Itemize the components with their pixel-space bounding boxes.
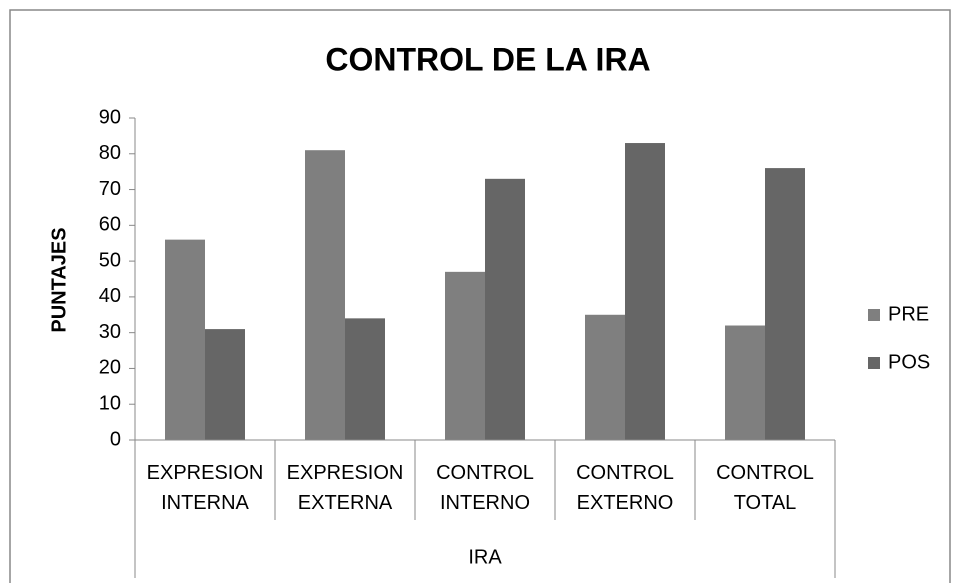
y-axis-label: PUNTAJES bbox=[48, 227, 70, 332]
x-axis-label: IRA bbox=[468, 546, 502, 568]
y-tick-label: 80 bbox=[99, 142, 121, 164]
bar bbox=[305, 150, 345, 440]
y-tick-label: 60 bbox=[99, 214, 121, 236]
bar bbox=[765, 168, 805, 441]
bar bbox=[585, 314, 625, 440]
bar bbox=[485, 178, 525, 441]
bar bbox=[205, 329, 245, 440]
y-tick-label: 90 bbox=[99, 106, 121, 128]
bar bbox=[165, 239, 205, 440]
bar bbox=[445, 271, 485, 440]
y-tick-label: 10 bbox=[99, 393, 121, 415]
chart-border bbox=[9, 9, 951, 583]
x-tick-label: EXPRESION EXTERNA bbox=[286, 462, 404, 514]
x-tick-label: CONTROL TOTAL bbox=[716, 462, 814, 514]
y-tick-label: 40 bbox=[99, 285, 121, 307]
y-tick-label: 20 bbox=[99, 357, 121, 379]
y-tick-label: 30 bbox=[99, 321, 121, 343]
x-tick-label: EXPRESION INTERNA bbox=[146, 462, 264, 514]
bar bbox=[625, 143, 665, 441]
legend-label: POS bbox=[888, 351, 930, 373]
y-tick-label: 0 bbox=[110, 428, 121, 450]
y-tick-label: 50 bbox=[99, 249, 121, 271]
legend-label: PRE bbox=[888, 303, 929, 325]
chart-title: CONTROL DE LA IRA bbox=[325, 41, 650, 77]
legend-swatch bbox=[868, 357, 880, 369]
x-tick-label: CONTROL EXTERNO bbox=[576, 462, 674, 514]
legend-swatch bbox=[868, 309, 880, 321]
bar bbox=[725, 325, 765, 440]
x-tick-label: CONTROL INTERNO bbox=[436, 462, 534, 514]
bar bbox=[345, 318, 385, 440]
y-tick-label: 70 bbox=[99, 178, 121, 200]
